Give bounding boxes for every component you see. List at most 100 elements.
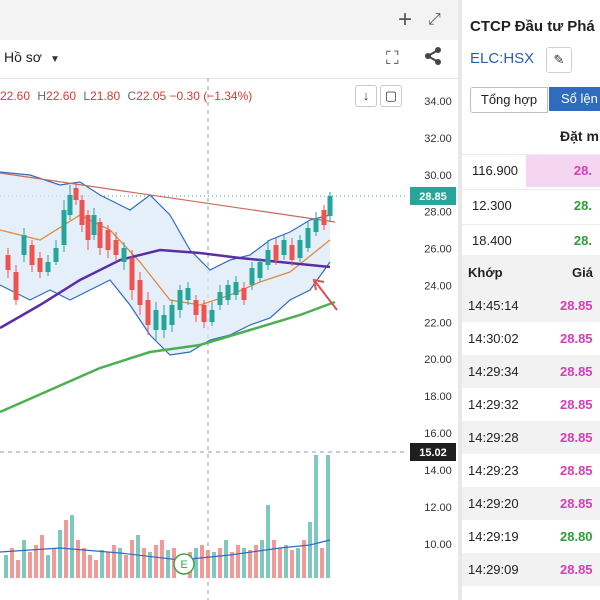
price-axis-label: 28.00 (424, 207, 452, 219)
volume-bar (58, 530, 62, 578)
company-name: CTCP Đầu tư Phá (470, 18, 595, 35)
trade-row[interactable]: 14:45:14 28.85 (462, 289, 600, 322)
profile-dropdown[interactable]: Hồ sơ ▼ (4, 49, 60, 65)
ohlc-change-pct: (−1.34%) (203, 89, 253, 103)
order-qty: 18.400 (472, 233, 512, 248)
tab-overview[interactable]: Tổng hợp (470, 87, 548, 113)
trade-price: 28.85 (560, 298, 593, 313)
expand-icon[interactable]: ⤢ (428, 11, 441, 28)
price-chart[interactable]: 34.00 32.00 30.00 28.00 26.00 24.00 22.00 20.00… (0, 78, 458, 600)
order-row[interactable]: 12.300 28. (462, 189, 600, 222)
volume-bar (308, 522, 312, 578)
trade-price: 28.85 (560, 397, 593, 412)
candle-body (313, 218, 319, 232)
trades-list: 14:45:14 28.85 14:30:02 28.85 14:29:34 28.85 1… (462, 289, 600, 600)
trade-row[interactable]: 14:29:34 28.85 (462, 355, 600, 388)
volume-bar (88, 555, 92, 578)
trades-header-price: Giá (572, 265, 593, 280)
trade-price: 28.85 (560, 331, 593, 346)
volume-bar (4, 555, 8, 578)
volume-badge-text: 15.02 (419, 447, 447, 459)
arrow-down-icon[interactable]: ↓ (355, 85, 377, 107)
trade-row[interactable]: 14:29:19 28.80 (462, 520, 600, 553)
volume-bar (194, 548, 198, 578)
trade-row[interactable]: 14:29:09 28.85 (462, 553, 600, 586)
candle-body (45, 262, 51, 272)
share-icon[interactable] (424, 46, 442, 72)
volume-bar (22, 540, 26, 578)
candle-body (305, 228, 311, 248)
ma-fast-line (0, 214, 331, 306)
orders-header: Đặt m (462, 120, 600, 152)
candle-body (241, 288, 247, 300)
trade-row[interactable]: 14:29:32 28.85 (462, 388, 600, 421)
price-axis-label: 26.00 (424, 244, 452, 256)
fullscreen-icon[interactable]: ⛶ (386, 48, 399, 68)
trade-price: 28.85 (560, 430, 593, 445)
volume-bar (100, 550, 104, 578)
price-axis-label: 32.00 (424, 133, 452, 145)
pencil-icon[interactable]: ✎ (546, 47, 572, 73)
ticker-symbol[interactable]: ELC:HSX (470, 50, 535, 67)
volume-badge (410, 443, 456, 461)
order-row[interactable]: 18.400 28. (462, 224, 600, 257)
price-axis-label: 18.00 (424, 391, 452, 403)
candle-body (257, 262, 263, 278)
panel-divider[interactable] (458, 0, 462, 600)
volume-bar (46, 555, 50, 578)
last-price-badge-text: 28.85 (419, 191, 447, 203)
ohlc-high: 22.60 (46, 89, 77, 103)
trade-row[interactable]: 14:29:20 28.85 (462, 487, 600, 520)
volume-bar (124, 555, 128, 578)
chevron-down-icon: ▼ (49, 54, 60, 65)
trade-time: 14:29:09 (468, 562, 519, 577)
collapse-icon[interactable]: ▢ (380, 85, 402, 107)
volume-ma-line (0, 539, 331, 561)
candle-body (79, 200, 85, 225)
volume-bar (278, 548, 282, 578)
volume-bar (16, 560, 20, 578)
volume-axis-label: 12.00 (424, 502, 452, 514)
candle-body (53, 248, 59, 262)
order-row[interactable]: 116.900 28. (462, 154, 600, 187)
chart-panel[interactable]: + ⤢ Hồ sơ ▼ ⛶ 34.00 32.00 30.00 28.00 26.00 24… (0, 0, 458, 600)
trade-time: 14:29:19 (468, 529, 519, 544)
stock-info-panel: CTCP Đầu tư Phá ELC:HSX ✎ Tổng hợp Sổ lệ… (462, 0, 600, 600)
candle-body (169, 305, 175, 325)
candle-body (249, 268, 255, 285)
candle-body (121, 248, 127, 262)
price-axis-label: 16.00 (424, 428, 452, 440)
volume-bar (166, 550, 170, 578)
volume-bar (272, 540, 276, 578)
earnings-marker-icon (173, 553, 195, 575)
trade-price: 28.85 (560, 562, 593, 577)
volume-axis-label: 10.00 (424, 539, 452, 551)
volume-bar (118, 548, 122, 578)
candle-body (297, 240, 303, 258)
last-price-badge (410, 186, 456, 205)
trade-row[interactable]: 14:30:02 28.85 (462, 322, 600, 355)
candle-body (193, 300, 199, 315)
trade-row[interactable]: 14:29:28 28.85 (462, 421, 600, 454)
candle-body (273, 245, 279, 260)
price-axis-label: 24.00 (424, 280, 452, 292)
order-qty: 116.900 (472, 163, 519, 178)
orders-header-label: Đặt m (560, 128, 599, 144)
volume-bar (130, 540, 134, 578)
volume-bar (296, 548, 300, 578)
trade-time: 14:29:23 (468, 463, 519, 478)
volume-bar (218, 548, 222, 578)
trade-row[interactable]: 14:29:23 28.85 (462, 454, 600, 487)
candle-body (73, 188, 79, 200)
candle-body (97, 222, 103, 248)
candle-body (289, 245, 295, 260)
volume-bar (142, 548, 146, 578)
candle-body (85, 215, 91, 240)
add-icon[interactable]: + (398, 6, 413, 33)
ohlc-low-label: L (83, 89, 91, 103)
volume-bar (154, 545, 158, 578)
volume-bar (52, 548, 56, 578)
earnings-marker-label: E (180, 559, 187, 571)
candle-body (13, 272, 19, 300)
tab-order-book[interactable]: Sổ lện (549, 87, 600, 111)
